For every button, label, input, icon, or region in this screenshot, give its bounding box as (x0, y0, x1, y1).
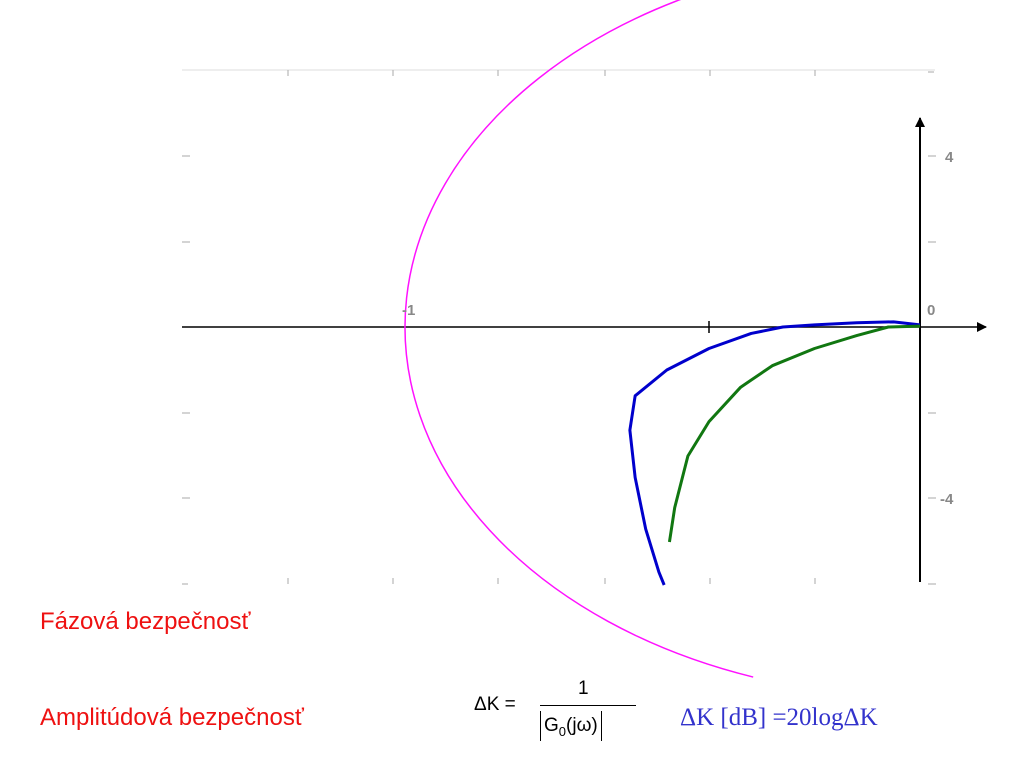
amplitude-margin-label: Amplitúdová bezpečnosť (40, 704, 304, 731)
formula-denominator: G0(jω) (540, 711, 602, 741)
phase-margin-label: Fázová bezpečnosť (40, 608, 251, 635)
tick-label-y-plus-four: 4 (945, 149, 954, 166)
db-formula: ΔK [dB] =20logΔK (680, 704, 878, 731)
formula-numerator: 1 (578, 678, 589, 699)
nyquist-curve-green (667, 324, 921, 543)
unit-circle-arc (404, 0, 754, 678)
fraction-bar (540, 705, 636, 706)
tick-label-y-minus-four: -4 (940, 491, 954, 508)
tick-label-origin: 0 (927, 302, 935, 319)
axes (182, 117, 987, 582)
plot-frame (182, 69, 936, 585)
nyquist-curve-blue (628, 320, 921, 586)
series-layer (404, 0, 921, 678)
formula-lhs: ΔK = (474, 694, 516, 715)
tick-label-minus-one: -1 (402, 302, 415, 319)
